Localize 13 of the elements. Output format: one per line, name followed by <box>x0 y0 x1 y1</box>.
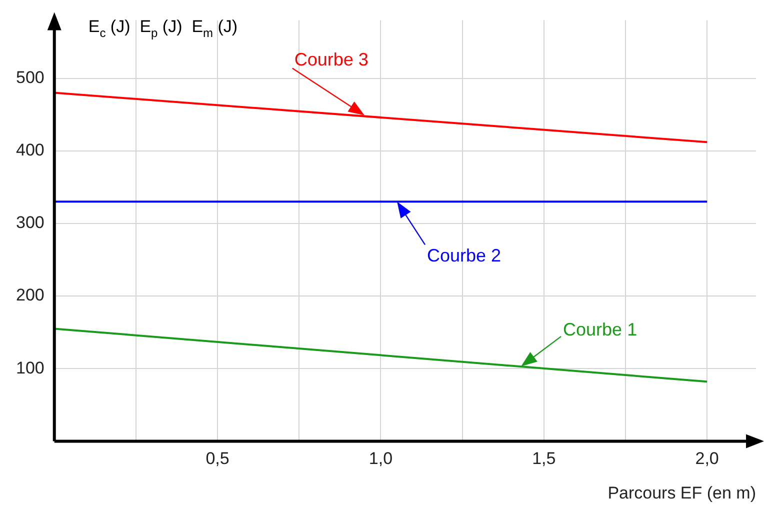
y-tick-label: 300 <box>16 213 44 232</box>
y-tick-label: 400 <box>16 140 44 160</box>
x-tick-label: 2,0 <box>695 449 719 468</box>
annotation: Courbe 3 <box>294 49 368 70</box>
annotation: Courbe 1 <box>563 319 638 340</box>
x-tick-label: 1,5 <box>532 449 556 468</box>
y-tick-label: 200 <box>16 286 44 305</box>
y-tick-label: 500 <box>16 68 44 87</box>
x-tick-label: 0,5 <box>206 449 230 468</box>
x-axis-title: Parcours EF (en m) <box>608 483 756 502</box>
y-tick-label: 100 <box>16 358 44 378</box>
x-tick-label: 1,0 <box>368 449 393 468</box>
annotation: Courbe 2 <box>427 246 502 266</box>
